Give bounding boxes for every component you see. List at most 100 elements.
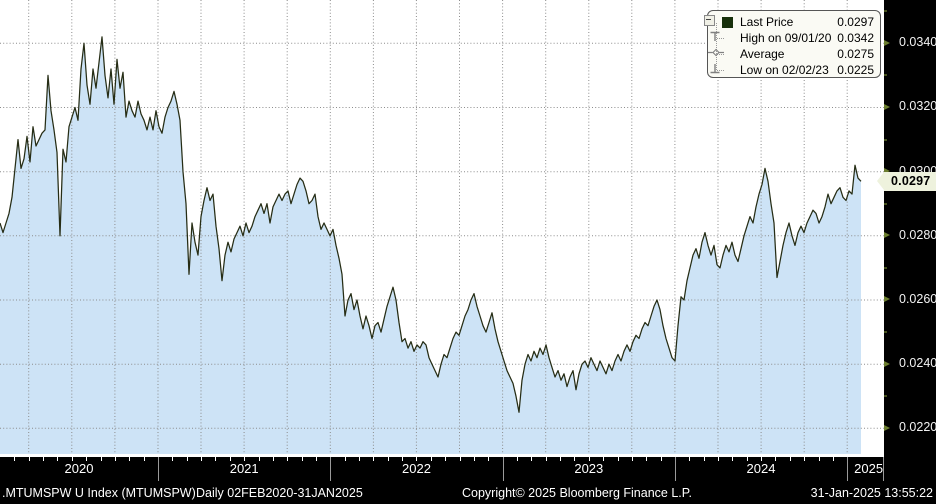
y-axis-tick xyxy=(884,296,890,303)
y-axis-minor-tick xyxy=(884,395,887,398)
month-tick xyxy=(315,456,317,461)
month-tick xyxy=(402,456,404,461)
y-axis-tick xyxy=(884,232,890,239)
month-tick xyxy=(689,456,691,461)
month-tick xyxy=(832,456,834,461)
month-tick xyxy=(416,456,418,461)
legend-row-high[interactable]: High on 09/01/20 0.0342 xyxy=(708,30,874,46)
month-tick xyxy=(732,456,734,461)
y-axis-minor-tick xyxy=(884,10,887,13)
price-line xyxy=(0,36,862,413)
legend-tree-stub xyxy=(717,54,724,56)
month-tick xyxy=(201,456,202,461)
month-tick xyxy=(28,456,30,461)
y-axis-minor-tick xyxy=(884,74,887,77)
legend-tree-stub xyxy=(717,70,724,72)
month-tick xyxy=(186,456,188,461)
month-tick xyxy=(301,456,303,461)
month-tick xyxy=(761,456,763,461)
y-axis-label: 0.0220 xyxy=(899,420,936,435)
y-axis-tick xyxy=(884,360,890,367)
month-tick xyxy=(359,456,360,461)
month-tick xyxy=(14,456,16,461)
legend: Last Price 0.0297 High on 09/01/20 0.034… xyxy=(704,10,881,78)
month-tick xyxy=(430,456,432,461)
month-tick xyxy=(718,456,719,461)
legend-value: 0.0297 xyxy=(837,15,874,29)
y-axis-panel: 0.0340 0.0320 0.0300 0.0280 0.0260 0.0240 0.02… xyxy=(884,0,936,454)
year-separator xyxy=(883,456,884,481)
legend-row-last-price[interactable]: Last Price 0.0297 xyxy=(708,14,874,30)
month-tick xyxy=(244,456,246,461)
legend-collapse-icon[interactable] xyxy=(704,15,715,26)
year-separator xyxy=(330,456,332,481)
y-axis-minor-tick xyxy=(884,138,887,141)
month-tick xyxy=(517,456,518,461)
month-tick xyxy=(172,456,174,461)
month-tick xyxy=(445,456,447,461)
year-label: 2020 xyxy=(64,461,94,476)
y-axis-label: 0.0320 xyxy=(899,99,936,114)
area-fill xyxy=(0,36,861,454)
plot-area[interactable]: Last Price 0.0297 High on 09/01/20 0.034… xyxy=(0,0,884,454)
month-tick xyxy=(703,456,705,461)
x-axis: 2020 2021 2022 2023 2024 2025 xyxy=(0,454,936,481)
legend-label: Low on 02/02/23 xyxy=(740,63,829,77)
year-separator xyxy=(502,456,504,481)
month-tick xyxy=(272,456,274,461)
month-tick xyxy=(229,456,231,461)
month-tick xyxy=(258,456,260,461)
month-tick xyxy=(71,456,73,461)
month-tick xyxy=(574,456,576,461)
y-axis-minor-tick xyxy=(884,202,887,205)
legend-row-average[interactable]: Average 0.0275 xyxy=(708,46,874,62)
month-tick xyxy=(287,456,289,461)
month-tick xyxy=(488,456,490,461)
legend-label: Average xyxy=(740,47,785,61)
month-tick xyxy=(660,456,662,461)
month-tick xyxy=(129,456,131,461)
month-tick xyxy=(646,456,648,461)
month-tick xyxy=(603,456,605,461)
month-tick xyxy=(775,456,777,461)
legend-value: 0.0275 xyxy=(837,47,874,61)
year-separator xyxy=(158,456,159,481)
month-tick xyxy=(344,456,346,461)
month-tick xyxy=(43,456,45,461)
y-axis-tick xyxy=(884,103,890,110)
legend-tree-connector xyxy=(716,23,718,70)
legend-row-low[interactable]: Low on 02/02/23 0.0225 xyxy=(708,62,874,78)
month-tick xyxy=(459,456,461,461)
year-label: 2023 xyxy=(574,461,604,476)
instrument-label: .MTUMSPW U Index (MTUMSPW) xyxy=(2,485,196,500)
month-tick xyxy=(86,456,88,461)
y-axis-tick xyxy=(884,168,890,175)
month-tick xyxy=(617,456,619,461)
month-tick xyxy=(818,456,820,461)
month-tick xyxy=(143,456,145,461)
price-chart-svg xyxy=(0,0,884,454)
month-tick xyxy=(57,456,59,461)
y-axis-minor-tick xyxy=(884,331,887,334)
y-axis-label: 0.0340 xyxy=(899,35,936,50)
footer-bar: .MTUMSPW U Index (MTUMSPW) Daily 02FEB20… xyxy=(0,481,936,504)
month-tick xyxy=(560,456,561,461)
last-price-swatch-icon xyxy=(722,16,740,28)
copyright-label: Copyright© 2025 Bloomberg Finance L.P. xyxy=(462,485,692,500)
month-tick xyxy=(545,456,547,461)
month-tick xyxy=(531,456,533,461)
month-tick xyxy=(114,456,116,461)
last-price-tag: 0.0297 xyxy=(877,171,936,191)
month-tick xyxy=(473,456,475,461)
legend-label: High on 09/01/20 xyxy=(740,31,832,45)
year-label: 2025 xyxy=(854,461,884,476)
month-tick xyxy=(804,456,806,461)
y-axis-tick xyxy=(884,424,890,431)
period-label: Daily 02FEB2020-31JAN2025 xyxy=(196,485,363,500)
month-tick xyxy=(631,456,633,461)
year-label: 2024 xyxy=(746,461,776,476)
month-tick xyxy=(387,456,389,461)
month-tick xyxy=(789,456,791,461)
y-axis-label: 0.0260 xyxy=(899,291,936,306)
